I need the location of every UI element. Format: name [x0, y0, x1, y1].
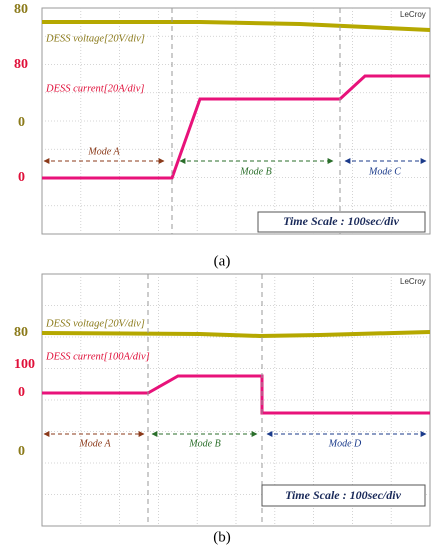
current-label: DESS current[20A/div]	[45, 83, 144, 94]
panel-b: LeCroy 80 100 0 0 DESS voltage[20V/div] …	[14, 273, 431, 545]
voltage-label: DESS voltage[20V/div]	[45, 33, 145, 44]
mode-label: Mode B	[188, 438, 220, 449]
axis-label: 0	[18, 115, 25, 130]
caption: (a)	[214, 253, 231, 269]
voltage-trace	[41, 330, 431, 339]
axis-label: 80	[14, 325, 28, 340]
time-scale-box	[257, 211, 426, 233]
panel-a: LeCroy 80 80 0 0 DESS voltage[20V/div] D…	[14, 2, 431, 269]
time-scale: Time Scale : 100sec/div	[283, 214, 400, 228]
time-scale: Time Scale : 100sec/div	[285, 488, 402, 502]
brand: LeCroy	[400, 277, 426, 286]
voltage-label: DESS voltage[20V/div]	[45, 318, 145, 329]
voltage-trace	[42, 20, 431, 32]
brand: LeCroy	[400, 10, 426, 19]
mode-label: Mode A	[87, 146, 120, 157]
axis-label: 0	[18, 385, 25, 400]
time-scale-box	[261, 484, 426, 507]
axis-label: 100	[14, 357, 35, 372]
caption: (b)	[213, 529, 231, 545]
current-trace	[42, 374, 430, 415]
mode-label: Mode A	[78, 438, 111, 449]
axis-label: 80	[14, 2, 28, 17]
mode-label: Mode C	[368, 166, 401, 177]
current-trace	[42, 74, 430, 180]
axis-label: 80	[14, 57, 28, 72]
axis-label: 0	[18, 444, 25, 459]
current-label: DESS current[100A/div]	[45, 351, 150, 362]
mode-label: Mode D	[328, 438, 362, 449]
axis-label: 0	[18, 170, 25, 185]
mode-label: Mode B	[239, 166, 271, 177]
